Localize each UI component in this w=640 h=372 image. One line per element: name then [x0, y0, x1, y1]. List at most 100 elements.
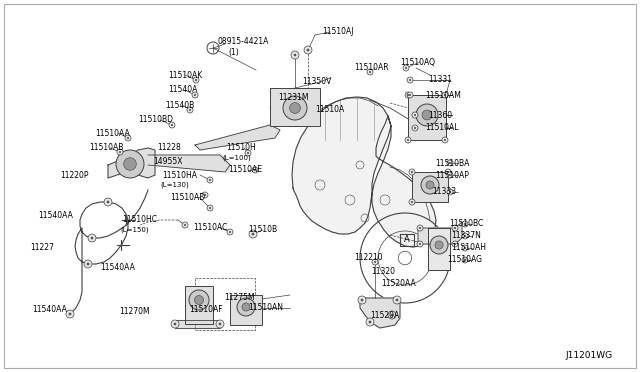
Circle shape: [447, 160, 453, 166]
Circle shape: [462, 233, 468, 239]
Circle shape: [374, 261, 376, 263]
Circle shape: [396, 299, 398, 301]
Text: 11540AA: 11540AA: [100, 263, 135, 273]
Circle shape: [419, 227, 421, 229]
Text: 11510AB: 11510AB: [89, 144, 124, 153]
Text: 11540A: 11540A: [168, 86, 197, 94]
Circle shape: [171, 124, 173, 126]
Text: 112210: 112210: [354, 253, 383, 263]
Circle shape: [449, 162, 451, 164]
Text: 11228: 11228: [157, 144, 180, 153]
Circle shape: [252, 232, 255, 235]
Text: 11510AD: 11510AD: [170, 193, 205, 202]
Polygon shape: [195, 125, 280, 150]
Circle shape: [294, 54, 296, 57]
Circle shape: [444, 139, 446, 141]
Circle shape: [290, 103, 300, 113]
Circle shape: [182, 222, 188, 228]
Text: J11201WG: J11201WG: [565, 352, 612, 360]
Text: 11510AC: 11510AC: [193, 224, 227, 232]
Circle shape: [171, 320, 179, 328]
Circle shape: [449, 174, 451, 176]
Circle shape: [464, 247, 466, 249]
Circle shape: [189, 290, 209, 310]
Text: 11520A: 11520A: [370, 311, 399, 320]
Text: 11540AA: 11540AA: [32, 305, 67, 314]
Circle shape: [464, 223, 466, 225]
Circle shape: [229, 231, 231, 233]
Circle shape: [462, 257, 468, 263]
Circle shape: [245, 150, 251, 156]
Circle shape: [411, 201, 413, 203]
Circle shape: [464, 235, 466, 237]
Polygon shape: [418, 222, 462, 244]
Circle shape: [91, 237, 93, 240]
Text: 11540AA: 11540AA: [38, 211, 73, 219]
Circle shape: [405, 137, 411, 143]
Text: 11350V: 11350V: [302, 77, 332, 87]
Circle shape: [66, 310, 74, 318]
Circle shape: [369, 321, 371, 323]
Text: 11510H: 11510H: [226, 144, 256, 153]
Circle shape: [464, 259, 466, 261]
Circle shape: [390, 314, 394, 317]
Circle shape: [204, 194, 206, 196]
Text: 08915-4421A: 08915-4421A: [218, 38, 269, 46]
Text: 11331: 11331: [428, 76, 452, 84]
Text: 11510AJ: 11510AJ: [322, 28, 353, 36]
Circle shape: [369, 71, 371, 73]
Circle shape: [367, 69, 373, 75]
Circle shape: [304, 46, 312, 54]
Circle shape: [430, 236, 448, 254]
Circle shape: [127, 137, 129, 139]
Circle shape: [447, 172, 453, 178]
Circle shape: [426, 181, 434, 189]
Text: 11231M: 11231M: [278, 93, 308, 103]
Circle shape: [193, 77, 199, 83]
Circle shape: [227, 229, 233, 235]
Circle shape: [452, 241, 458, 247]
Circle shape: [409, 199, 415, 205]
Circle shape: [184, 224, 186, 226]
Text: 14955X: 14955X: [153, 157, 182, 167]
Circle shape: [421, 176, 439, 194]
Bar: [185, 286, 213, 324]
Text: 11510AF: 11510AF: [189, 305, 223, 314]
Circle shape: [195, 79, 197, 81]
Text: 11510BA: 11510BA: [435, 158, 469, 167]
Text: 11510AR: 11510AR: [354, 64, 388, 73]
Circle shape: [209, 179, 211, 181]
Circle shape: [462, 221, 468, 227]
Text: (1): (1): [228, 48, 239, 57]
Circle shape: [107, 201, 109, 203]
Circle shape: [409, 79, 411, 81]
Circle shape: [202, 192, 208, 198]
Circle shape: [307, 49, 309, 51]
Polygon shape: [175, 320, 220, 328]
Circle shape: [207, 177, 213, 183]
Text: 11510AM: 11510AM: [425, 90, 461, 99]
Circle shape: [124, 158, 136, 170]
Circle shape: [417, 241, 423, 247]
Text: 11510AH: 11510AH: [451, 244, 486, 253]
Bar: [412, 172, 448, 202]
Circle shape: [407, 139, 409, 141]
Circle shape: [291, 51, 299, 59]
Text: 11510BC: 11510BC: [449, 219, 483, 228]
Text: 11510AK: 11510AK: [168, 71, 202, 80]
Circle shape: [405, 92, 411, 98]
Polygon shape: [148, 155, 230, 172]
Bar: [230, 295, 262, 325]
Circle shape: [452, 225, 458, 231]
Text: 11510B: 11510B: [248, 225, 277, 234]
Text: 11510A: 11510A: [315, 106, 344, 115]
Text: A: A: [404, 235, 410, 244]
Circle shape: [192, 92, 198, 98]
Circle shape: [412, 112, 418, 118]
Circle shape: [447, 171, 449, 173]
Circle shape: [405, 67, 407, 69]
Circle shape: [462, 245, 468, 251]
Circle shape: [449, 191, 451, 193]
Circle shape: [195, 295, 204, 305]
Circle shape: [207, 205, 213, 211]
